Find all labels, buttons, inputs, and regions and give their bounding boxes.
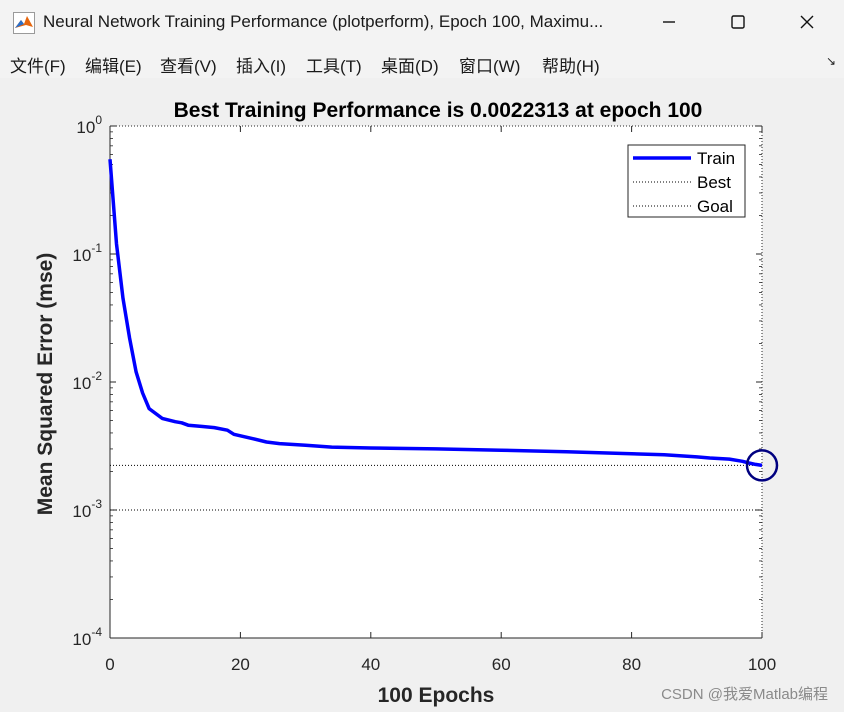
y-tick-label: 100 xyxy=(76,113,102,137)
watermark: CSDN @我爱Matlab编程 xyxy=(661,686,828,703)
y-tick-label: 10-4 xyxy=(72,625,102,649)
menu-view[interactable]: 查看(V) xyxy=(160,57,217,76)
legend-train-label: Train xyxy=(697,149,735,168)
maximize-icon xyxy=(731,15,745,29)
legend-goal-label: Goal xyxy=(697,197,733,216)
legend-best-label: Best xyxy=(697,173,731,192)
x-tick-label: 40 xyxy=(361,655,380,674)
menu-window[interactable]: 窗口(W) xyxy=(459,57,521,76)
performance-chart: 100 10-1 10-2 10-3 10-40 20 40 60 80 100 Train Best… xyxy=(34,99,779,707)
menu-file[interactable]: 文件(F) xyxy=(10,57,66,76)
menu-desktop[interactable]: 桌面(D) xyxy=(381,57,439,76)
y-axis-label: Mean Squared Error (mse) xyxy=(34,253,57,516)
chart-title: Best Training Performance is 0.0022313 a… xyxy=(174,99,703,122)
x-tick-label: 80 xyxy=(622,655,641,674)
x-tick-label: 0 xyxy=(105,655,114,674)
menu-tools[interactable]: 工具(T) xyxy=(306,57,362,76)
menu-insert[interactable]: 插入(I) xyxy=(236,57,287,76)
minimize-icon xyxy=(663,21,675,23)
close-button[interactable] xyxy=(772,0,842,44)
close-icon xyxy=(800,15,814,29)
minimize-button[interactable] xyxy=(634,0,704,44)
menu-edit[interactable]: 编辑(E) xyxy=(85,57,142,76)
series-train-line xyxy=(108,159,763,468)
menu-bar: 文件(F) 编辑(E) 查看(V) 插入(I) 工具(T) 桌面(D) 窗口(W… xyxy=(0,44,844,78)
maximize-button[interactable] xyxy=(703,0,773,44)
window-title: Neural Network Training Performance (plo… xyxy=(43,12,604,31)
best-marker xyxy=(745,449,779,482)
title-bar: Neural Network Training Performance (plo… xyxy=(0,0,844,45)
y-tick-label: 10-1 xyxy=(72,241,102,265)
x-tick-label: 20 xyxy=(231,655,250,674)
y-tick-label: 10-3 xyxy=(72,497,102,521)
matlab-icon xyxy=(13,12,35,34)
y-tick-label: 10-2 xyxy=(72,369,102,393)
figure-area: 100 10-1 10-2 10-3 10-4 0 20 40 60 80 100 Train Best… xyxy=(0,78,844,712)
x-tick-label: 60 xyxy=(492,655,511,674)
menu-help[interactable]: 帮助(H) xyxy=(542,57,600,76)
x-tick-label: 100 xyxy=(748,655,776,674)
x-axis-label: 100 Epochs xyxy=(378,684,495,707)
dock-arrow-icon[interactable]: ↘ xyxy=(825,54,836,68)
